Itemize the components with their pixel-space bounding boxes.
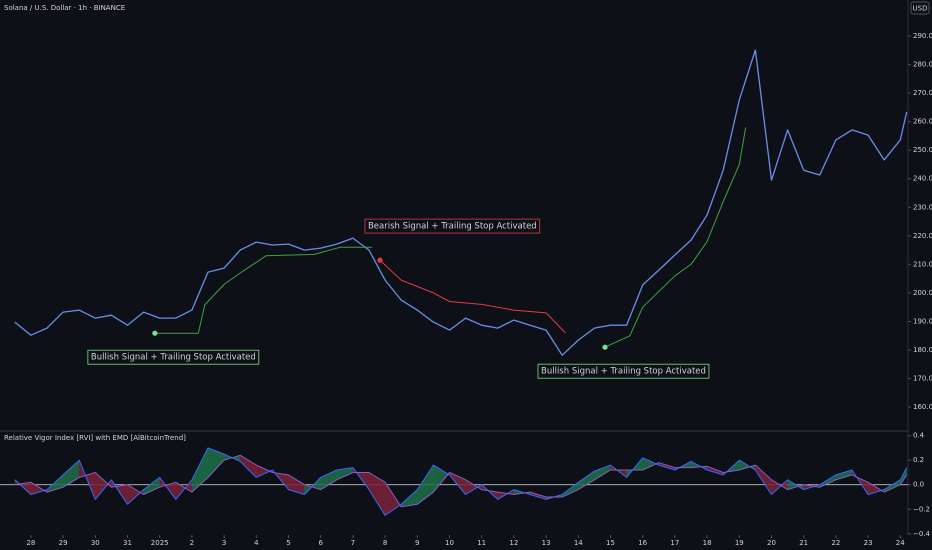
x-tick-label: 23 [864,539,873,547]
x-tick-label: 29 [59,539,68,547]
annotation-box [537,363,710,379]
x-tick-label: 7 [351,539,355,547]
signal-dot [377,257,383,263]
annotation-label: Bearish Signal + Trailing Stop Activated [368,222,537,232]
x-tick-label: 3 [222,539,226,547]
y-tick-label: 170.00 [913,375,932,383]
x-tick-label: 13 [542,539,551,547]
x-tick-label: 4 [254,539,259,547]
y-tick-label: 0.4 [913,432,925,440]
x-tick-label: 9 [415,539,419,547]
series-line [379,259,566,334]
y-tick-label: 260.00 [913,118,932,126]
y-tick-label: 0.2 [913,456,924,464]
annotation-label: Bullish Signal + Trailing Stop Activated [91,353,256,363]
x-tick-label: 12 [509,539,518,547]
series-line [154,246,373,334]
series-line [14,447,908,516]
indicator-title: Relative Vigor Index [RVI] with EMD [AlB… [4,434,186,442]
series-line [14,49,908,356]
x-tick-label: 15 [606,539,615,547]
x-tick-label: 16 [638,539,647,547]
annotation-box [87,349,260,365]
signal-dot [152,330,158,336]
annotation-label: Bullish Signal + Trailing Stop Activated [541,367,706,377]
y-tick-label: 190.00 [913,318,932,326]
y-tick-label: 270.00 [913,89,932,97]
x-tick-label: 8 [383,539,387,547]
x-tick-label: 19 [735,539,744,547]
y-tick-label: 290.00 [913,32,932,40]
x-tick-label: 31 [123,539,132,547]
signal-dot [602,344,608,350]
annotation-box [364,218,541,234]
series-line [604,127,747,348]
y-tick-label: 230.00 [913,203,932,211]
x-tick-label: 24 [896,539,905,547]
y-tick-label: 220.00 [913,232,932,240]
x-tick-label: 2 [190,539,194,547]
x-tick-label: 17 [670,539,679,547]
x-tick-label: 10 [445,539,454,547]
x-tick-label: 28 [26,539,35,547]
currency-box [910,1,930,15]
x-tick-label: 18 [703,539,712,547]
currency: USD [913,5,928,13]
y-tick-label: 180.00 [913,346,932,354]
y-tick-label: 200.00 [913,289,932,297]
x-tick-label: 14 [574,539,583,547]
x-tick-label: 30 [91,539,100,547]
y-tick-label: −0.4 [913,530,931,538]
y-tick-label: 250.00 [913,146,932,154]
y-tick-label: −0.2 [913,505,930,513]
y-tick-label: 280.00 [913,61,932,69]
x-tick-label: 6 [318,539,323,547]
chart-title: Solana / U.S. Dollar · 1h · BINANCE [4,4,125,12]
y-tick-label: 240.00 [913,175,932,183]
y-tick-label: 210.00 [913,260,932,268]
x-tick-label: 5 [286,539,290,547]
x-tick-label: 20 [767,539,776,547]
x-tick-label: 22 [831,539,840,547]
x-tick-label: 11 [477,539,486,547]
x-tick-label: 21 [799,539,808,547]
x-tick-label: 2025 [151,539,169,547]
y-tick-label: 160.00 [913,403,932,411]
series-line [14,454,908,508]
y-tick-label: 0.0 [913,481,924,489]
